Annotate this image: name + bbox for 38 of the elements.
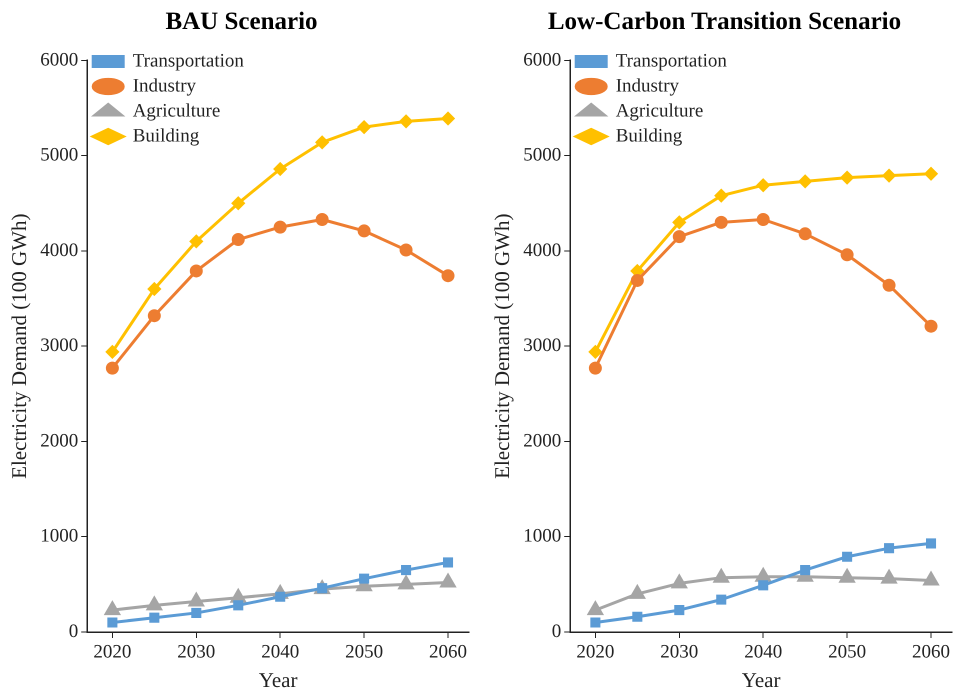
x-tick-label: 2020 [93,641,132,662]
x-tick-label: 2020 [576,641,614,662]
y-tick-label: 3000 [40,335,78,356]
y-tick-label: 5000 [523,144,562,166]
chart-title: BAU Scenario [164,8,319,36]
x-tick-label: 2060 [912,641,950,662]
legend-label: Transportation [132,50,244,72]
legend-label: Agriculture [132,100,220,122]
chart-title: Low-Carbon Transition Scenario [546,8,902,36]
x-tick-label: 2050 [345,641,384,662]
x-tick-label: 2030 [660,641,698,662]
legend-label: Industry [616,75,680,96]
legend-label: Building [616,125,683,146]
y-tick-label: 5000 [40,144,78,166]
x-tick-label: 2040 [744,641,782,662]
x-axis-title: Year [258,668,298,692]
y-tick-label: 2000 [40,430,78,452]
y-tick-label: 6000 [40,49,78,70]
y-tick-label: 0 [552,620,562,642]
y-tick-label: 0 [68,620,78,642]
x-tick-label: 2040 [261,641,300,662]
y-axis-title: Electricity Demand (100 GWh) [490,214,514,479]
y-tick-label: 4000 [523,240,562,261]
legend-label: Industry [132,75,197,96]
x-tick-label: 2030 [177,641,216,662]
x-axis-title: Year [742,668,780,692]
y-tick-label: 1000 [40,526,78,547]
y-tick-label: 2000 [523,430,562,452]
y-tick-label: 3000 [523,335,562,356]
x-tick-label: 2060 [429,641,468,662]
y-axis-title: Electricity Demand (100 GWh) [7,214,32,479]
x-tick-label: 2050 [828,641,866,662]
y-tick-label: 6000 [523,49,562,70]
legend-label: Agriculture [616,100,704,122]
legend-label: Transportation [616,50,728,72]
y-tick-label: 1000 [523,526,562,547]
legend-label: Building [132,125,200,146]
y-tick-label: 4000 [40,240,78,261]
